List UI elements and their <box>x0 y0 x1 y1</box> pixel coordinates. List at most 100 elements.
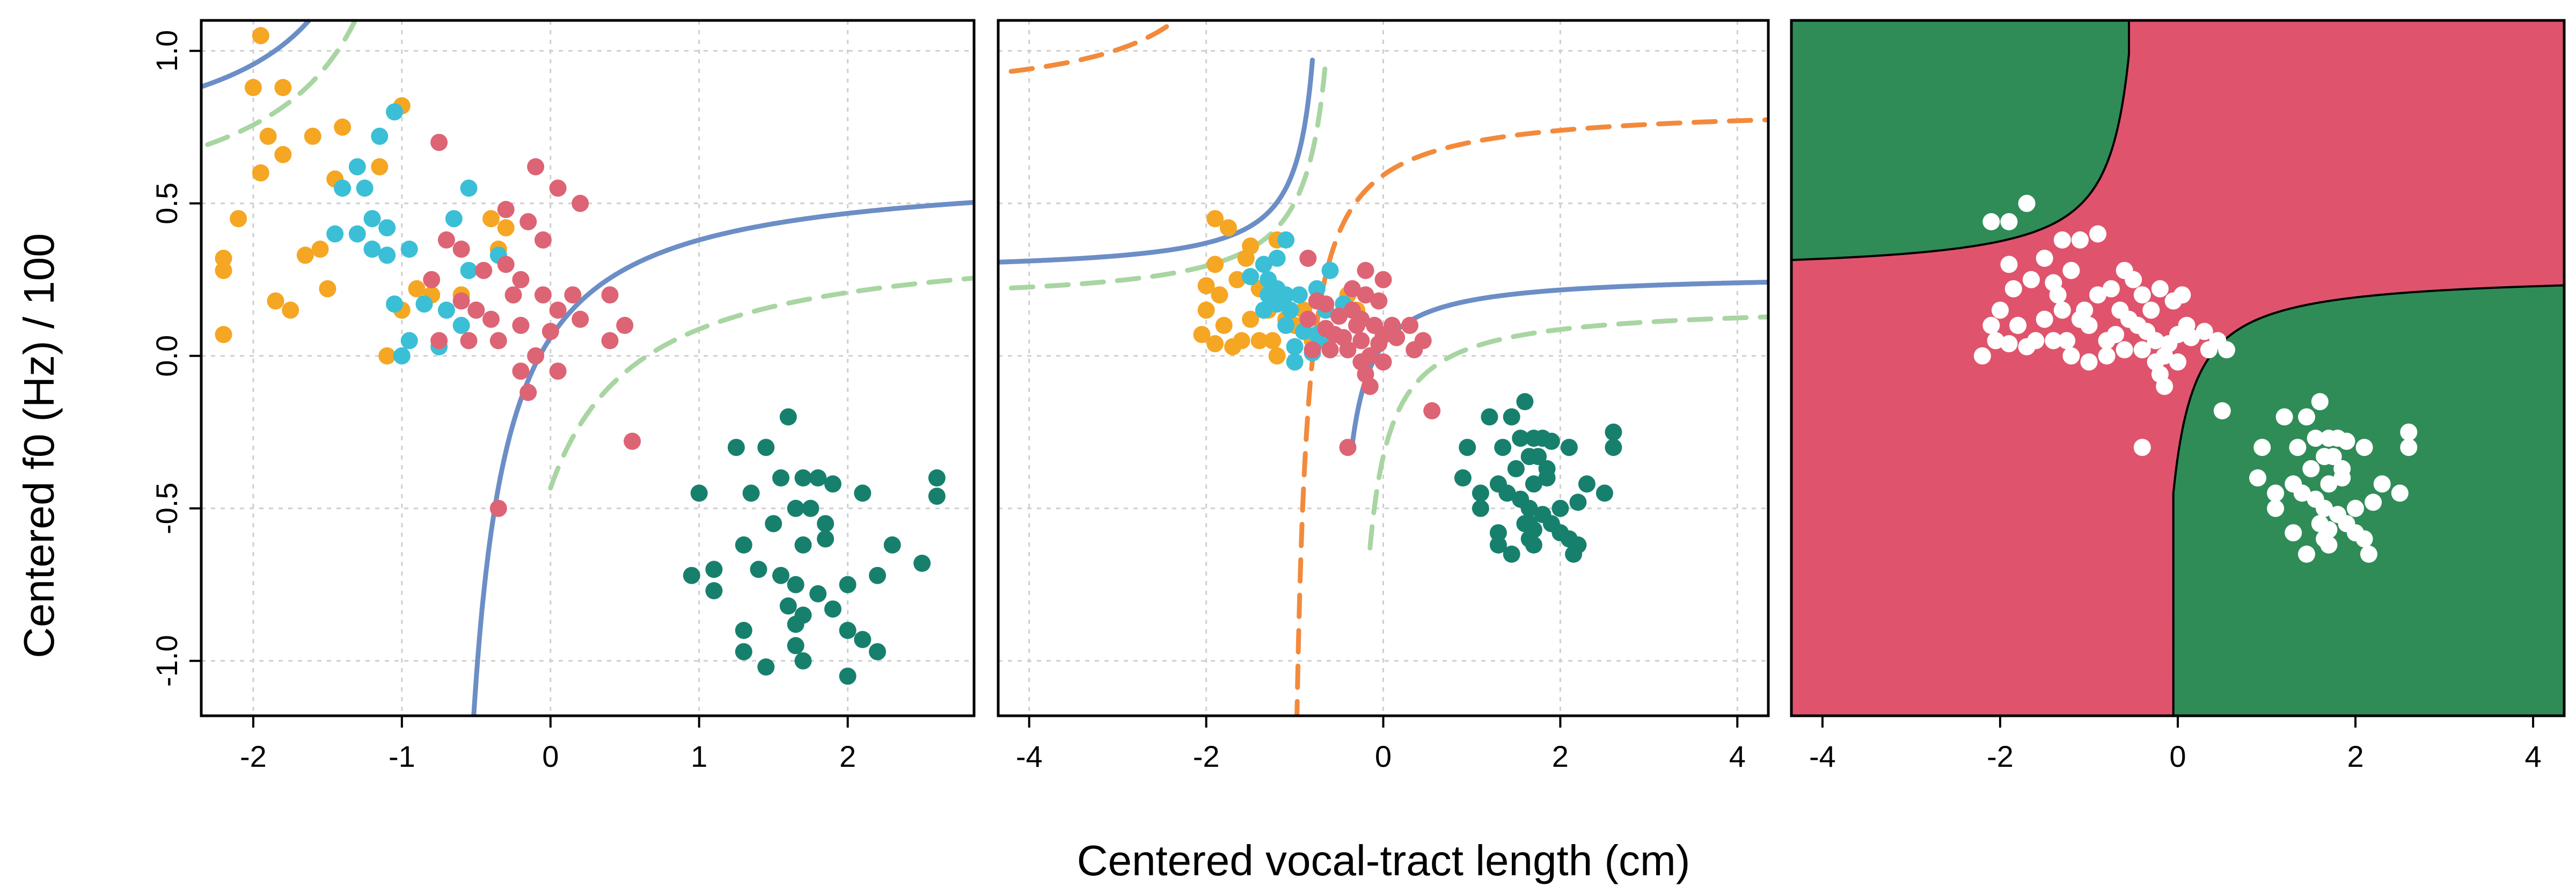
panel-left-x-ticks: -2 -1 0 1 2 <box>240 716 856 773</box>
data-point <box>1237 250 1255 267</box>
data-point <box>1542 432 1560 450</box>
data-point <box>2156 377 2174 395</box>
data-point <box>497 201 515 219</box>
data-point <box>1507 460 1525 477</box>
data-point <box>794 536 812 554</box>
data-point <box>2400 423 2418 441</box>
data-point <box>348 225 366 243</box>
data-point <box>2218 341 2235 359</box>
data-point <box>2355 530 2373 548</box>
panel-middle: -4 -2 0 2 4 <box>997 19 1770 773</box>
data-point <box>1401 317 1418 334</box>
data-point <box>1423 402 1441 419</box>
data-point <box>839 622 857 639</box>
data-point <box>437 301 455 319</box>
data-point <box>549 362 567 380</box>
panel-right-points <box>1973 194 2418 563</box>
data-point <box>854 631 872 648</box>
data-point <box>624 432 641 450</box>
data-point <box>512 362 530 380</box>
region-green-top-left <box>1791 20 2131 262</box>
data-point <box>215 250 232 267</box>
data-point <box>512 317 530 334</box>
data-point <box>824 475 841 493</box>
data-point <box>534 286 552 304</box>
data-point <box>519 213 537 230</box>
data-point <box>2213 402 2231 419</box>
x-tick-label: -2 <box>1193 739 1220 773</box>
data-point <box>1973 347 1991 365</box>
data-point <box>1472 484 1489 502</box>
data-point <box>2253 439 2271 456</box>
data-point <box>1282 301 1299 319</box>
data-point <box>765 515 782 533</box>
data-point <box>1503 546 1520 563</box>
data-point <box>1596 484 1613 502</box>
data-point <box>2324 448 2342 466</box>
data-point <box>2302 460 2320 477</box>
data-point <box>371 127 389 145</box>
panel-left-points <box>215 27 946 685</box>
data-point <box>1569 536 1587 554</box>
data-point <box>2107 326 2125 343</box>
data-point <box>2053 231 2071 249</box>
data-point <box>2080 317 2098 334</box>
data-point <box>2267 499 2285 517</box>
x-tick-label: -4 <box>1016 739 1043 773</box>
data-point <box>400 332 418 350</box>
data-point <box>2249 469 2266 486</box>
data-point <box>1277 231 1295 249</box>
data-point <box>460 262 478 279</box>
data-point <box>2089 225 2106 243</box>
data-point <box>415 295 433 313</box>
data-point <box>1286 353 1304 371</box>
x-tick-label: -1 <box>389 739 415 773</box>
data-point <box>519 383 537 401</box>
data-point <box>2347 499 2364 517</box>
data-point <box>527 158 545 176</box>
data-point <box>1343 280 1361 297</box>
data-point <box>787 615 804 633</box>
data-point <box>497 219 515 237</box>
data-point <box>1503 408 1520 426</box>
x-tick-label: 4 <box>2524 739 2541 773</box>
panel-middle-curves <box>998 20 1768 716</box>
data-point <box>1578 475 1596 493</box>
data-point <box>1264 332 1282 350</box>
data-point <box>2373 475 2391 493</box>
data-point <box>2062 347 2080 365</box>
data-point <box>1317 295 1335 313</box>
y-tick-label: 0.5 <box>150 183 184 224</box>
data-point <box>430 134 448 151</box>
data-point <box>363 210 381 228</box>
data-point <box>2182 329 2200 346</box>
data-point <box>215 262 232 279</box>
data-point <box>1494 439 1512 456</box>
data-point <box>2022 271 2040 288</box>
data-point <box>2360 546 2377 563</box>
data-point <box>467 301 485 319</box>
y-tick-label: -0.5 <box>150 483 184 535</box>
data-point <box>1987 332 2004 350</box>
data-point <box>1242 310 1260 328</box>
data-point <box>2267 484 2285 502</box>
data-point <box>1520 515 1538 533</box>
data-point <box>2098 347 2116 365</box>
data-point <box>319 280 336 297</box>
data-point <box>445 210 463 228</box>
data-point <box>1242 268 1260 286</box>
data-point <box>1299 250 1317 267</box>
data-point <box>1525 536 1542 554</box>
data-point <box>215 326 232 343</box>
data-point <box>549 301 567 319</box>
data-point <box>1370 292 1388 310</box>
data-point <box>727 439 745 456</box>
data-point <box>1206 210 1224 228</box>
data-point <box>1374 271 1392 288</box>
data-point <box>1370 335 1388 353</box>
x-tick-label: 2 <box>2347 739 2363 773</box>
data-point <box>2365 493 2382 511</box>
y-tick-label: 0.0 <box>150 335 184 377</box>
data-point <box>928 488 946 505</box>
data-point <box>2102 280 2120 297</box>
